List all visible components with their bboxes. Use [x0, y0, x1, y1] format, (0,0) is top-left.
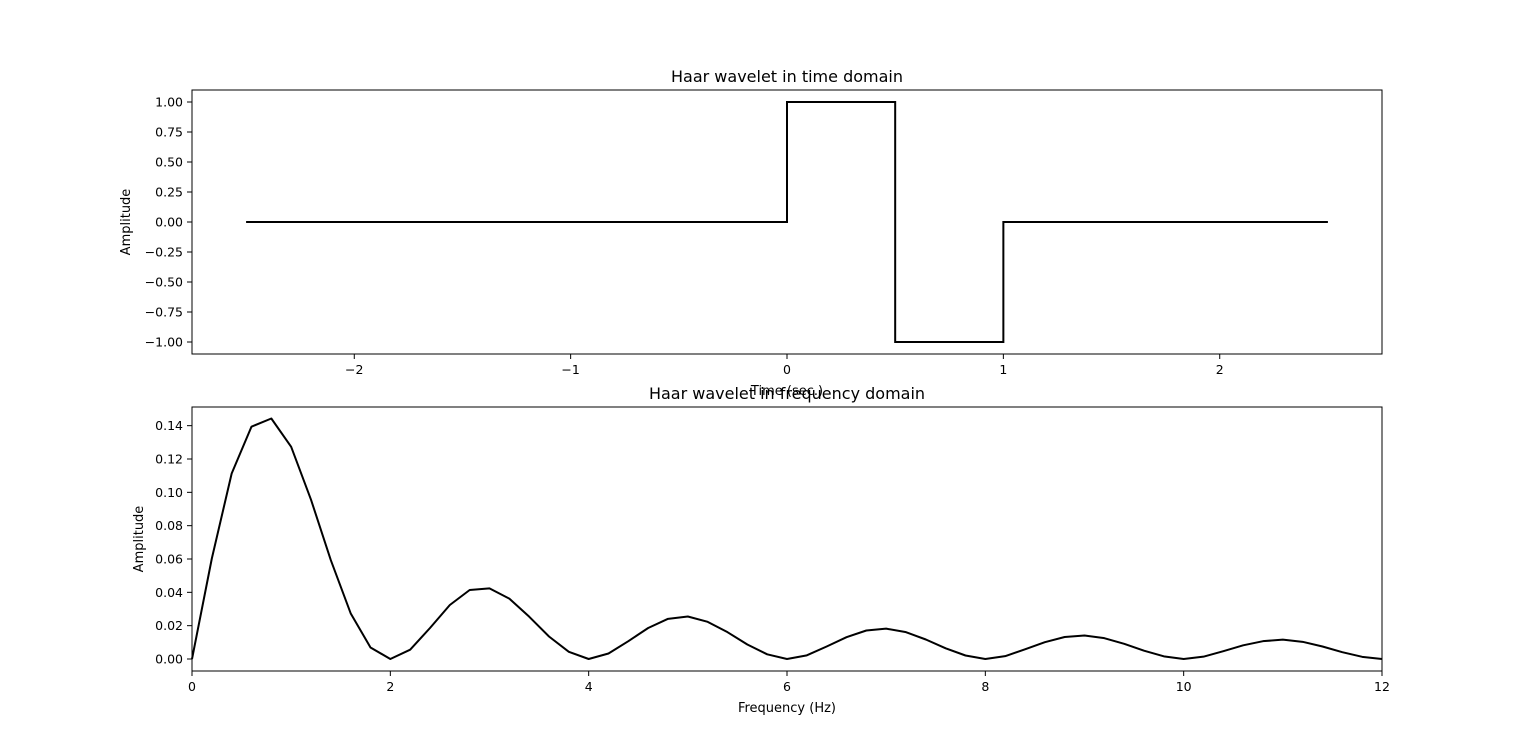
frequency-x-tick-label: 4	[585, 679, 593, 694]
frequency-plot-x-ticks: 0 2 4 6 8 10 12	[188, 671, 1390, 694]
time-y-tick-label: −1.00	[145, 335, 183, 350]
time-x-tick-label: 1	[999, 362, 1007, 377]
frequency-domain-plot: Haar wavelet in frequency domain Amplitu…	[132, 384, 1390, 716]
frequency-x-tick-label: 0	[188, 679, 196, 694]
frequency-x-tick-label: 10	[1176, 679, 1192, 694]
frequency-spectrum-line	[191, 417, 1383, 660]
frequency-x-tick-label: 8	[981, 679, 989, 694]
time-y-tick-label: −0.25	[145, 245, 183, 260]
time-domain-plot: Haar wavelet in time domain Amplitude Ti…	[119, 67, 1383, 399]
frequency-y-tick-label: 0.00	[155, 652, 183, 667]
frequency-y-tick-label: 0.14	[155, 418, 183, 433]
frequency-plot-title: Haar wavelet in frequency domain	[649, 384, 925, 403]
frequency-plot-frame	[191, 406, 1383, 672]
time-plot-title: Haar wavelet in time domain	[671, 67, 903, 86]
frequency-y-tick-label: 0.02	[155, 618, 183, 633]
time-plot-y-ticks: 1.00 0.75 0.50 0.25 0.00 −0.25 −0.50 −0.75 −1.00	[145, 95, 192, 350]
time-wavelet-line	[246, 101, 1328, 343]
frequency-y-tick-label: 0.06	[155, 552, 183, 567]
frequency-y-tick-label: 0.04	[155, 585, 183, 600]
time-x-tick-label: 2	[1216, 362, 1224, 377]
frequency-plot-y-label: Amplitude	[132, 506, 147, 573]
frequency-y-tick-label: 0.10	[155, 485, 183, 500]
time-y-tick-label: 1.00	[155, 95, 183, 110]
time-plot-x-ticks: −2 −1 0 1 2	[345, 354, 1224, 377]
time-x-tick-label: −2	[345, 362, 363, 377]
time-y-tick-label: 0.25	[155, 185, 183, 200]
frequency-x-tick-label: 12	[1374, 679, 1390, 694]
frequency-plot-x-label: Frequency (Hz)	[738, 701, 836, 716]
time-x-tick-label: 0	[783, 362, 791, 377]
frequency-plot-y-ticks: 0.14 0.12 0.10 0.08 0.06 0.04 0.02 0.00	[155, 418, 192, 667]
frequency-y-tick-label: 0.08	[155, 518, 183, 533]
time-y-tick-label: 0.00	[155, 215, 183, 230]
frequency-x-tick-label: 6	[783, 679, 791, 694]
time-y-tick-label: 0.50	[155, 155, 183, 170]
time-plot-x-label: Time (sec.)	[750, 384, 823, 399]
time-x-tick-label: −1	[561, 362, 579, 377]
frequency-y-tick-label: 0.12	[155, 452, 183, 467]
time-y-tick-label: 0.75	[155, 125, 183, 140]
time-y-tick-label: −0.50	[145, 275, 183, 290]
time-plot-y-label: Amplitude	[119, 189, 134, 256]
frequency-x-tick-label: 2	[386, 679, 394, 694]
time-plot-frame	[191, 89, 1383, 355]
time-y-tick-label: −0.75	[145, 305, 183, 320]
